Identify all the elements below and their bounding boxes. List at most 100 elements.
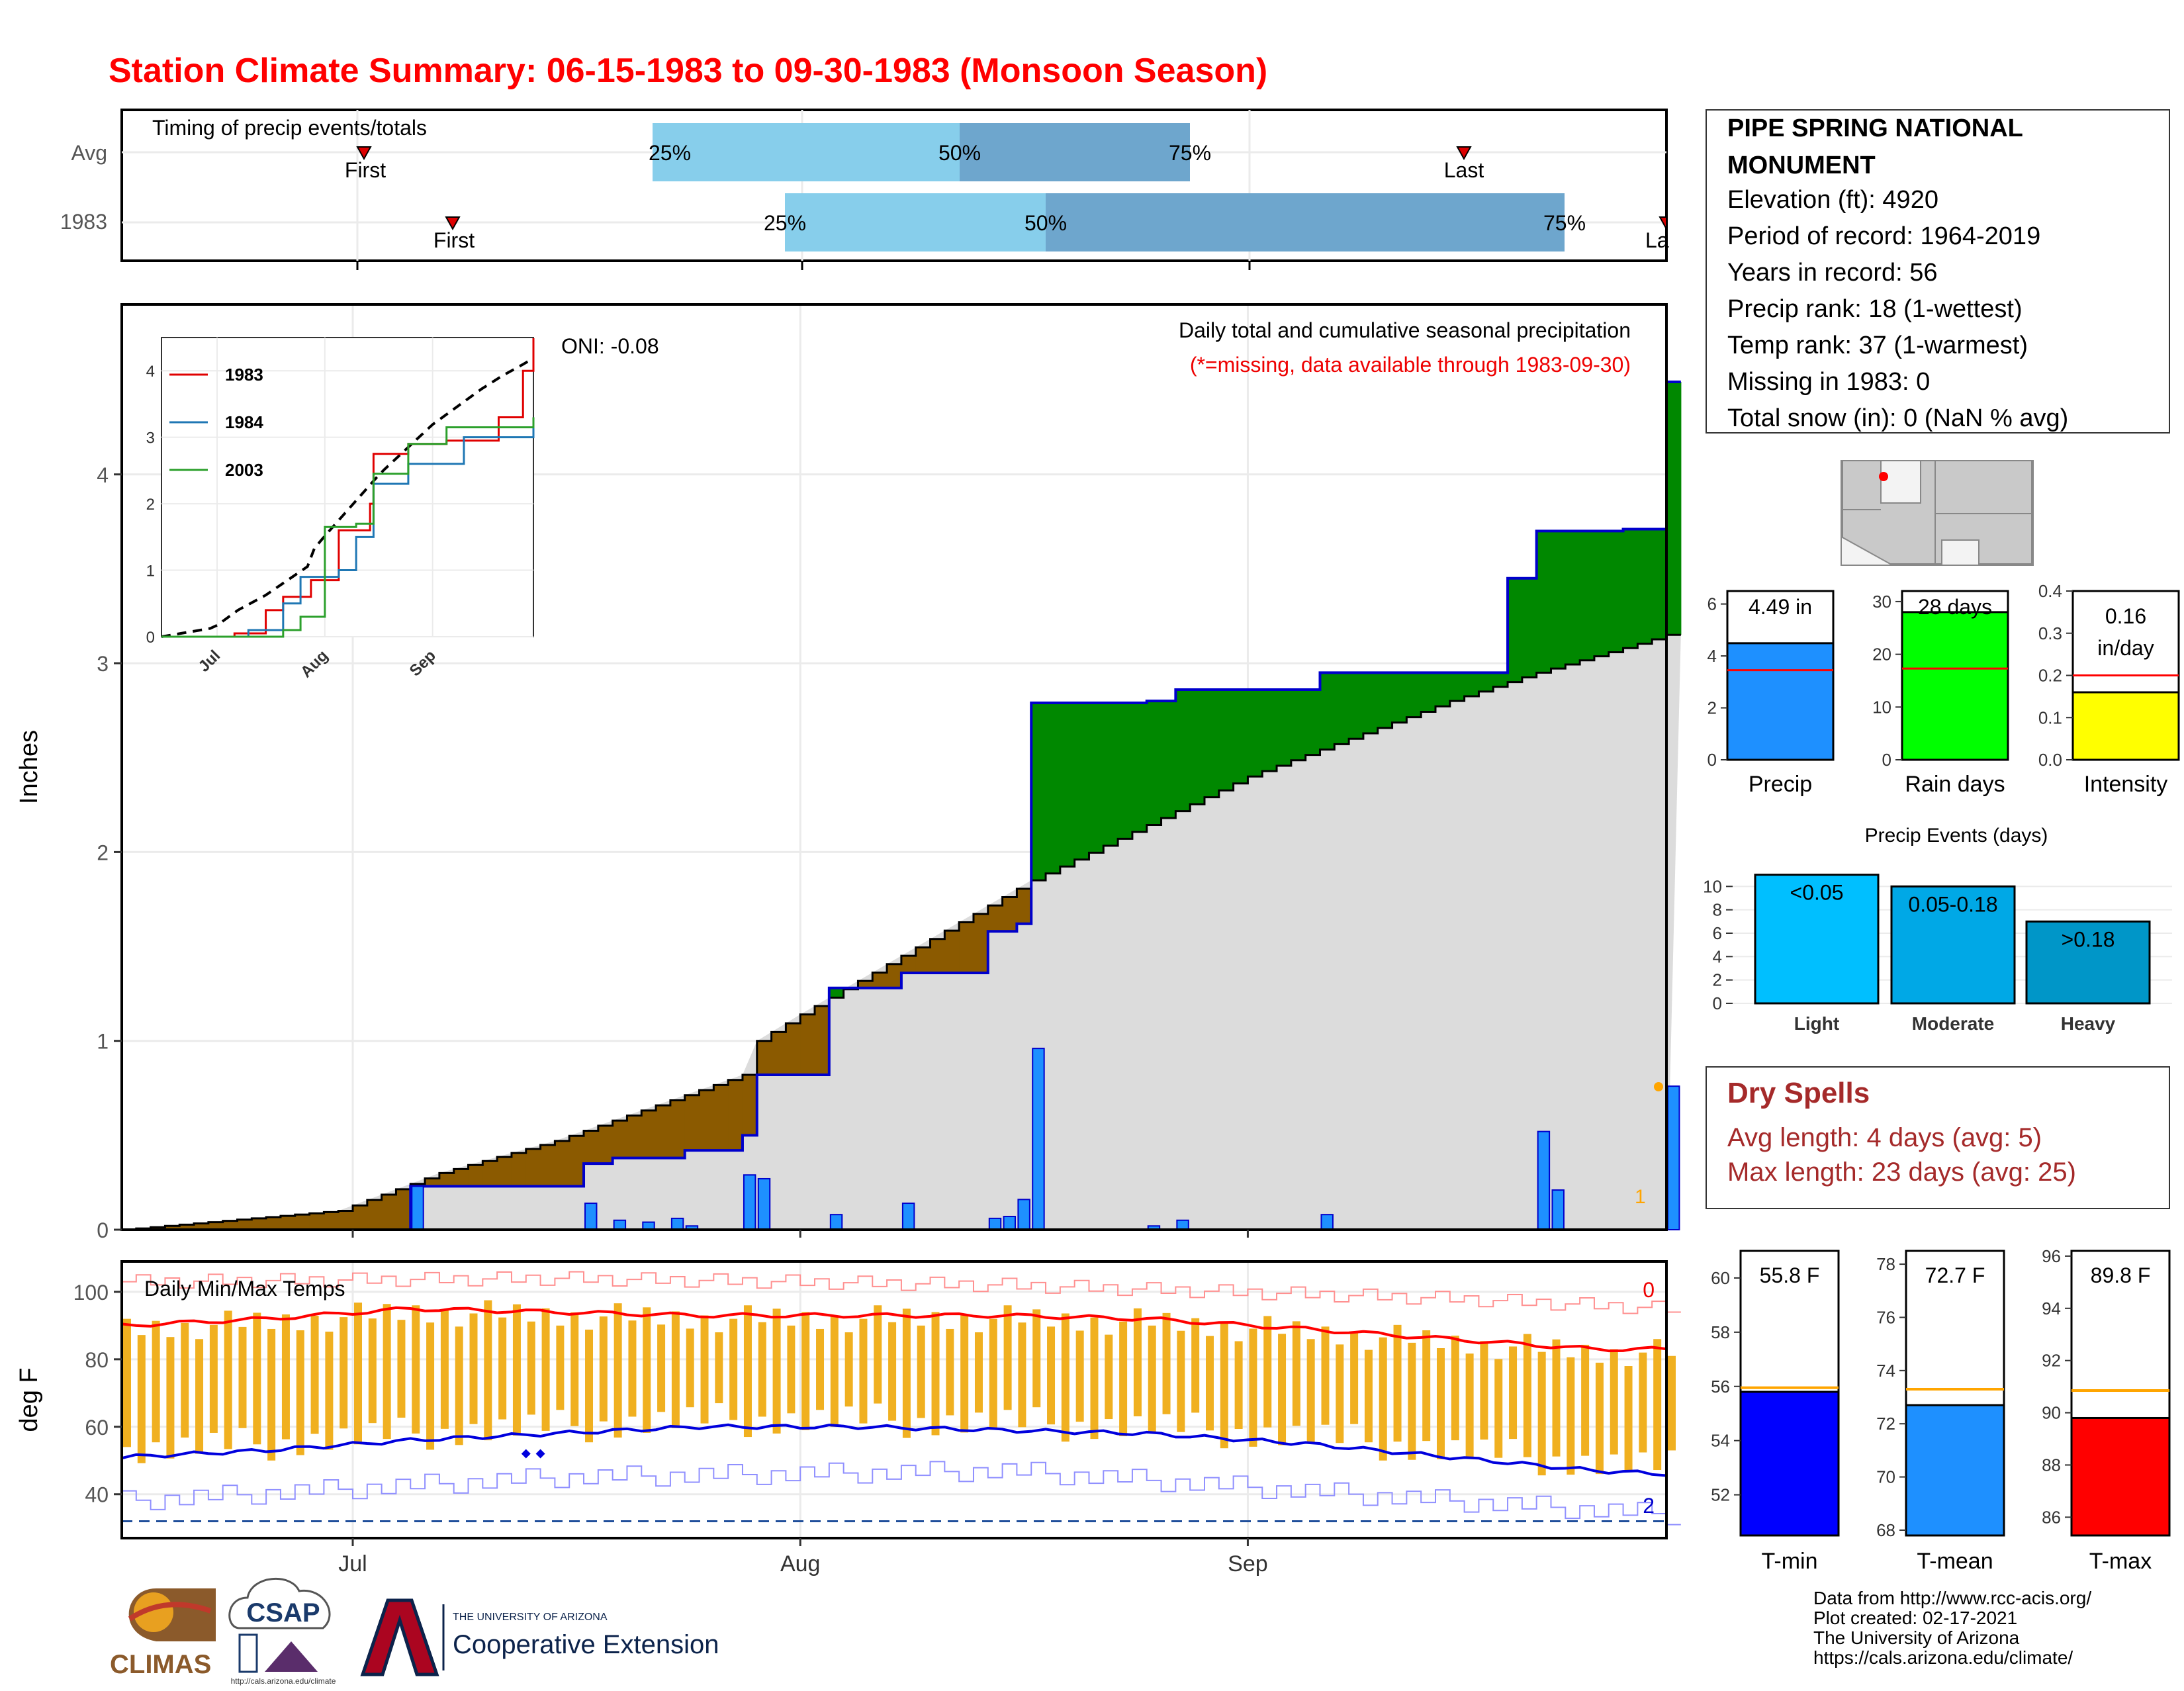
summary-ytick: 0.2 (2038, 666, 2062, 686)
daily-temp-bar (1624, 1366, 1633, 1473)
deficit-segment (165, 1226, 180, 1230)
deficit-segment (771, 1032, 787, 1075)
daily-temp-bar (874, 1305, 882, 1404)
daily-precip-bar (743, 1174, 756, 1231)
avg-last-label: Last (1444, 158, 1484, 182)
y1983-cumulative-line (122, 380, 1681, 1231)
csap-logo: CSAP http://cals.arizona.edu/climate (228, 1578, 336, 1686)
daily-precip-bar (1551, 1189, 1565, 1230)
daily-temp-bar (310, 1316, 319, 1434)
station-info-box: PIPE SPRING NATIONAL MONUMENT Elevation … (1706, 109, 2170, 434)
deficit-segment (684, 1095, 700, 1151)
deficit-segment (915, 947, 931, 973)
ua-small-text: THE UNIVERSITY OF ARIZONA (453, 1612, 608, 1623)
daily-temp-bar (397, 1320, 406, 1418)
daily-temp-bar (253, 1312, 261, 1445)
climas-logo-text: CLIMAS (110, 1650, 211, 1679)
daily-temp-bar (1436, 1348, 1445, 1459)
inset-average-line (161, 359, 531, 638)
daily-temp-bar (368, 1318, 377, 1424)
deficit-segment (381, 1195, 397, 1230)
deficit-segment (944, 931, 960, 973)
events-ytick: 8 (1713, 900, 1722, 920)
deficit-segment (887, 964, 902, 988)
daily-temp-bar (340, 1317, 348, 1429)
station-name-line1: PIPE SPRING NATIONAL (1727, 114, 2023, 142)
ua-logo: THE UNIVERSITY OF ARIZONA Cooperative Ex… (360, 1598, 719, 1676)
daily-temp-bar (1090, 1317, 1099, 1440)
deficit-segment (425, 1178, 440, 1187)
temp-summary-ytick: 60 (1711, 1268, 1730, 1288)
daily-temp-bar (1451, 1336, 1459, 1441)
surplus-segment (1637, 529, 1653, 644)
temp-y-axis-label: deg F (15, 1367, 43, 1432)
daily-precip-bar (829, 1214, 843, 1231)
deficit-segment (525, 1149, 541, 1187)
daily-temp-bar (484, 1300, 492, 1441)
deficit-segment (930, 938, 945, 973)
daily-temp-bar (787, 1325, 796, 1414)
page-title: Station Climate Summary: 06-15-1983 to 0… (109, 52, 1267, 90)
deficit-segment (656, 1105, 671, 1158)
inset-legend-entry: 2003 (225, 460, 263, 480)
temp-count-top: 0 (1643, 1278, 1655, 1302)
avg-q25-label: 25% (649, 141, 691, 165)
daily-temp-bar (1595, 1362, 1604, 1475)
daily-temp-bar (816, 1328, 825, 1410)
daily-temp-bar (1061, 1313, 1069, 1442)
surplus-segment (1392, 672, 1407, 723)
surplus-segment (1161, 701, 1176, 819)
daily-temp-bar (296, 1330, 304, 1455)
temp-summary-ytick: 58 (1711, 1322, 1730, 1342)
summary-ytick: 0.4 (2038, 581, 2062, 601)
station-info-line: Period of record: 1964-2019 (1727, 222, 2040, 250)
surplus-segment (1118, 702, 1133, 839)
csap-logo-text: CSAP (246, 1598, 320, 1627)
daily-temp-bar (166, 1337, 175, 1459)
surplus-segment (1594, 531, 1610, 657)
daily-temp-bar (1610, 1349, 1618, 1455)
inset-ytick: 0 (146, 629, 155, 647)
daily-temp-bar (123, 1318, 131, 1447)
events-category-label: Heavy (2061, 1013, 2116, 1034)
precip-annotation: Daily total and cumulative seasonal prec… (1179, 318, 1631, 342)
temp-summary-ytick: 72 (1876, 1414, 1895, 1434)
daily-temp-bar (1263, 1316, 1272, 1428)
surplus-segment (1320, 672, 1335, 750)
daily-precip-bar (988, 1217, 1002, 1230)
daily-temp-bar (1523, 1334, 1531, 1457)
events-category-label: Moderate (1912, 1013, 1994, 1034)
temp-summary-ytick: 54 (1711, 1431, 1730, 1451)
deficit-segment (353, 1205, 368, 1230)
deficit-segment (482, 1161, 498, 1187)
daily-temp-bar (1119, 1321, 1128, 1437)
deficit-segment (815, 1006, 830, 1075)
daily-temp-bar (1047, 1326, 1056, 1425)
precip-ytick: 4 (97, 463, 109, 487)
deficit-segment (901, 956, 917, 973)
summary-ytick: 2 (1707, 698, 1717, 718)
daily-temp-bar (1148, 1325, 1156, 1434)
daily-temp-bar (946, 1328, 954, 1416)
daily-temp-bar (152, 1320, 160, 1443)
average-cumulative-area (122, 635, 1681, 1230)
summary-value-label: in/day (2097, 636, 2154, 660)
deficit-segment (973, 913, 989, 973)
daily-temp-bar (1567, 1357, 1575, 1475)
timing-panel: Timing of precip events/totals Avg 1983 … (60, 109, 1669, 270)
temp-summary-ytick: 70 (1876, 1467, 1895, 1487)
daily-temp-bar (354, 1303, 363, 1445)
daily-temp-bar (1552, 1339, 1561, 1457)
daily-precip-bar (1176, 1219, 1189, 1231)
inset-ytick: 3 (146, 430, 155, 447)
summary-ytick: 0.1 (2038, 708, 2062, 727)
temp-count-bottom: 2 (1643, 1494, 1655, 1518)
surplus-segment (1580, 531, 1595, 661)
events-ytick: 10 (1703, 876, 1722, 896)
daily-temp-bar (1220, 1323, 1228, 1449)
station-info-line: Years in record: 56 (1727, 259, 1938, 287)
footer: CLIMAS CSAP http://cals.arizona.edu/clim… (110, 1578, 2091, 1686)
summary-bar-Precip (1726, 642, 1835, 761)
summary-bars: 0 2 4 6 4.49 in Precip 0 10 20 30 28 days Rain days… (1707, 581, 2180, 797)
